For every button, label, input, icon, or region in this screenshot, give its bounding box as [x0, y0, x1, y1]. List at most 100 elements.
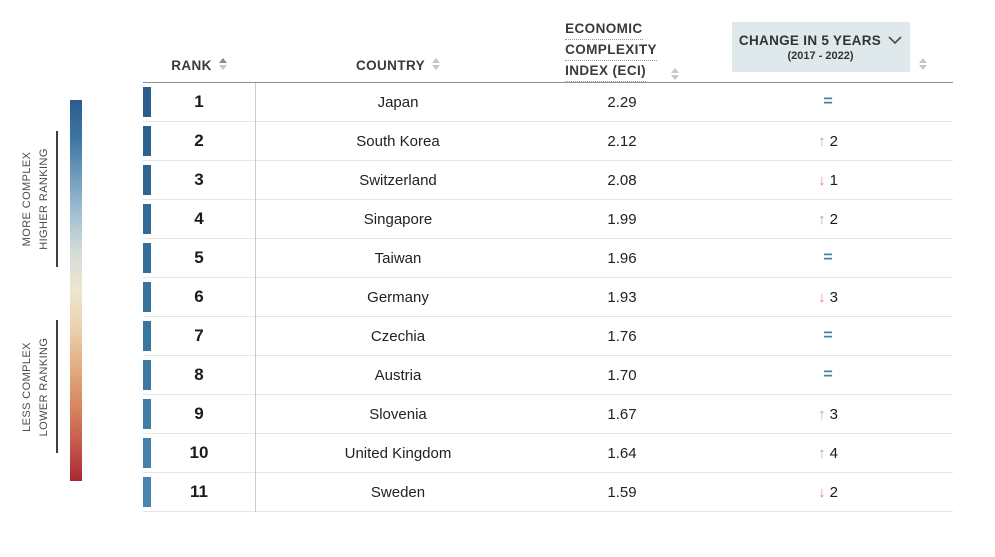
rank-color-bar	[143, 321, 151, 351]
column-header-eci[interactable]: ECONOMIC COMPLEXITY INDEX (ECI)	[541, 16, 703, 82]
change-cell: =	[703, 83, 953, 121]
no-change-icon: =	[823, 249, 833, 266]
rank-cell: 6	[194, 287, 204, 306]
rank-color-bar	[143, 360, 151, 390]
no-change-icon: =	[823, 366, 833, 383]
rank-cell: 7	[194, 326, 204, 345]
sort-icon-change[interactable]	[918, 58, 927, 72]
change-value: 3	[829, 288, 838, 306]
legend-less-complex: LESS COMPLEX LOWER RANKING	[19, 312, 55, 462]
table-row[interactable]: 11 Sweden 1.59 ↓ 2	[143, 473, 953, 512]
rank-color-bar	[143, 399, 151, 429]
table-row[interactable]: 7 Czechia 1.76 =	[143, 317, 953, 356]
change-value: 4	[829, 444, 838, 462]
change-period-subtitle: (2017 - 2022)	[787, 49, 854, 62]
table-body: 1 Japan 2.29 = 2 South Korea 2.12 ↑ 2 3 S…	[143, 83, 953, 512]
table-row[interactable]: 3 Switzerland 2.08 ↓ 1	[143, 161, 953, 200]
rank-cell: 1	[194, 92, 204, 111]
rank-color-bar	[143, 126, 151, 156]
legend-more-line1: MORE COMPLEX	[21, 151, 33, 247]
eci-cell: 2.29	[607, 93, 637, 111]
country-cell[interactable]: Taiwan	[374, 249, 422, 267]
rank-down-arrow-icon: ↓	[818, 171, 826, 189]
rank-up-arrow-icon: ↑	[818, 444, 826, 462]
rank-color-bar	[143, 204, 151, 234]
change-cell: =	[703, 317, 953, 355]
legend-more-tick	[56, 131, 58, 267]
rank-cell: 5	[194, 248, 204, 267]
column-header-rank[interactable]: RANK	[143, 50, 255, 80]
complexity-colorbar	[70, 100, 82, 481]
country-cell[interactable]: United Kingdom	[344, 444, 452, 462]
change-value: 1	[829, 171, 838, 189]
eci-header-label: ECONOMIC COMPLEXITY INDEX (ECI)	[565, 19, 657, 82]
country-cell[interactable]: Germany	[367, 288, 429, 306]
country-header-label: COUNTRY	[355, 57, 426, 73]
rank-color-bar	[143, 282, 151, 312]
eci-cell: 1.93	[607, 288, 637, 306]
change-cell: =	[703, 356, 953, 394]
sort-icon-eci[interactable]	[670, 68, 679, 82]
eci-cell: 1.99	[607, 210, 637, 228]
no-change-icon: =	[823, 93, 833, 110]
column-header-country[interactable]: COUNTRY	[255, 50, 541, 80]
table-row[interactable]: 1 Japan 2.29 =	[143, 83, 953, 122]
sort-icon-country[interactable]	[432, 58, 441, 72]
eci-cell: 1.59	[607, 483, 637, 501]
table-row[interactable]: 4 Singapore 1.99 ↑ 2	[143, 200, 953, 239]
table-row[interactable]: 9 Slovenia 1.67 ↑ 3	[143, 395, 953, 434]
eci-cell: 1.67	[607, 405, 637, 423]
country-cell[interactable]: South Korea	[356, 132, 440, 150]
legend-less-line1: LESS COMPLEX	[21, 342, 33, 432]
no-change-icon: =	[823, 327, 833, 344]
table-row[interactable]: 2 South Korea 2.12 ↑ 2	[143, 122, 953, 161]
column-header-change: CHANGE IN 5 YEARS (2017 - 2022)	[703, 22, 955, 72]
eci-cell: 1.96	[607, 249, 637, 267]
country-cell[interactable]: Switzerland	[359, 171, 437, 189]
change-header-label: CHANGE IN 5 YEARS	[738, 32, 882, 48]
change-value: 2	[829, 210, 838, 228]
change-cell: ↑ 3	[703, 395, 953, 433]
country-cell[interactable]: Singapore	[363, 210, 433, 228]
eci-cell: 1.76	[607, 327, 637, 345]
rank-cell: 2	[194, 131, 204, 150]
country-cell[interactable]: Czechia	[370, 327, 426, 345]
header-divider	[143, 82, 953, 83]
change-cell: ↓ 3	[703, 278, 953, 316]
rank-color-bar	[143, 438, 151, 468]
legend-less-line2: LOWER RANKING	[38, 337, 50, 437]
table-row[interactable]: 10 United Kingdom 1.64 ↑ 4	[143, 434, 953, 473]
rank-down-arrow-icon: ↓	[818, 483, 826, 501]
legend-less-tick	[56, 320, 58, 453]
country-cell[interactable]: Japan	[377, 93, 419, 111]
change-cell: ↓ 1	[703, 161, 953, 199]
country-cell[interactable]: Sweden	[370, 483, 426, 501]
change-value: 2	[829, 483, 838, 501]
rank-cell: 11	[190, 482, 208, 501]
change-period-dropdown[interactable]: CHANGE IN 5 YEARS (2017 - 2022)	[731, 22, 910, 72]
eci-cell: 2.12	[607, 132, 637, 150]
eci-cell: 2.08	[607, 171, 637, 189]
table-row[interactable]: 6 Germany 1.93 ↓ 3	[143, 278, 953, 317]
change-cell: =	[703, 239, 953, 277]
country-cell[interactable]: Austria	[374, 366, 422, 384]
rank-cell: 9	[194, 404, 204, 423]
eci-cell: 1.70	[607, 366, 637, 384]
sort-icon-rank[interactable]	[218, 58, 227, 72]
rank-color-bar	[143, 477, 151, 507]
rank-header-label: RANK	[171, 57, 212, 73]
change-cell: ↑ 2	[703, 122, 953, 160]
change-cell: ↓ 2	[703, 473, 953, 511]
country-cell[interactable]: Slovenia	[369, 405, 427, 423]
table-row[interactable]: 5 Taiwan 1.96 =	[143, 239, 953, 278]
rank-up-arrow-icon: ↑	[818, 405, 826, 423]
eci-cell: 1.64	[607, 444, 637, 462]
change-value: 2	[829, 132, 838, 150]
rank-cell: 10	[189, 443, 209, 462]
rank-cell: 4	[194, 209, 204, 228]
change-value: 3	[829, 405, 838, 423]
rank-color-bar	[143, 165, 151, 195]
rank-up-arrow-icon: ↑	[818, 132, 826, 150]
table-row[interactable]: 8 Austria 1.70 =	[143, 356, 953, 395]
